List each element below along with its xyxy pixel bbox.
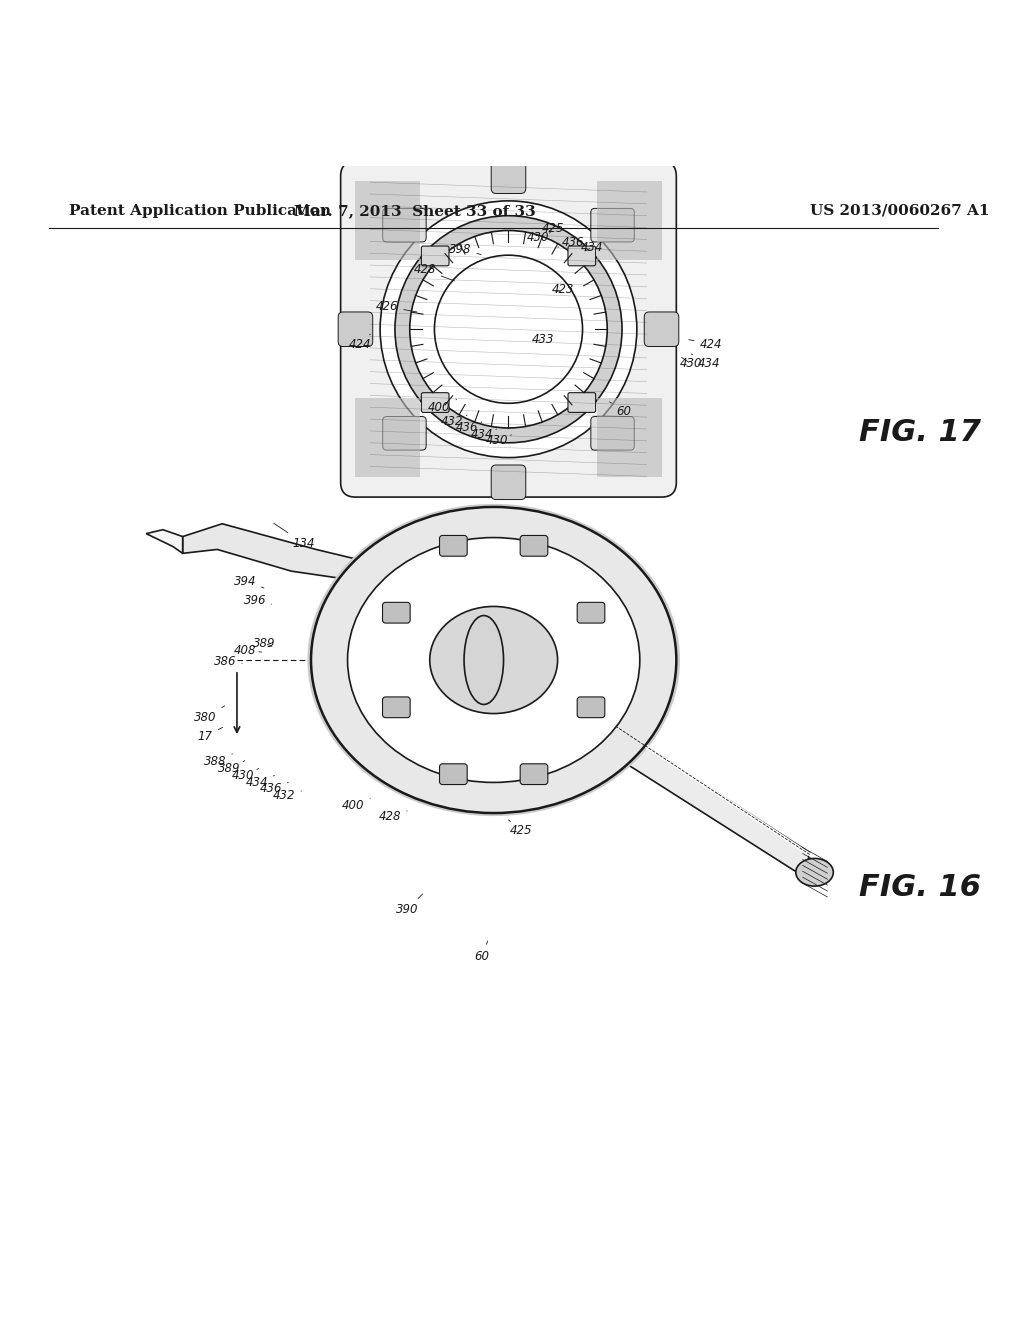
- Ellipse shape: [307, 504, 680, 816]
- Text: 428: 428: [379, 809, 408, 822]
- Text: 388: 388: [627, 648, 653, 661]
- Text: 426: 426: [527, 748, 549, 766]
- Ellipse shape: [311, 507, 676, 813]
- Text: 380: 380: [195, 706, 224, 723]
- FancyBboxPatch shape: [568, 392, 596, 412]
- Text: 17: 17: [609, 622, 634, 635]
- Circle shape: [395, 215, 622, 442]
- Text: 400: 400: [428, 400, 457, 413]
- Text: 425: 425: [542, 222, 564, 235]
- FancyBboxPatch shape: [439, 536, 467, 556]
- Text: US 2013/0060267 A1: US 2013/0060267 A1: [810, 203, 989, 218]
- FancyBboxPatch shape: [578, 697, 605, 718]
- Text: 17: 17: [198, 727, 222, 743]
- Text: Mar. 7, 2013  Sheet 33 of 33: Mar. 7, 2013 Sheet 33 of 33: [294, 203, 536, 218]
- FancyBboxPatch shape: [338, 312, 373, 347]
- Ellipse shape: [796, 858, 834, 886]
- Circle shape: [434, 255, 583, 404]
- Text: 60: 60: [474, 941, 489, 962]
- FancyBboxPatch shape: [520, 764, 548, 784]
- Text: 392: 392: [408, 554, 443, 568]
- Text: 432: 432: [273, 789, 301, 801]
- Text: 389: 389: [218, 760, 245, 775]
- Text: 436: 436: [259, 781, 289, 795]
- Text: 430: 430: [527, 231, 549, 244]
- Text: FIG. 17: FIG. 17: [859, 418, 981, 447]
- Text: 430: 430: [485, 434, 511, 447]
- Text: 430: 430: [680, 358, 702, 371]
- Bar: [597, 399, 662, 478]
- Text: 134: 134: [273, 523, 315, 550]
- Bar: [597, 181, 662, 260]
- Text: 432: 432: [441, 414, 467, 428]
- Text: 408: 408: [233, 644, 262, 656]
- Text: 398: 398: [617, 642, 643, 655]
- FancyBboxPatch shape: [492, 465, 525, 499]
- Text: 386: 386: [214, 656, 242, 668]
- FancyBboxPatch shape: [591, 417, 634, 450]
- Bar: [355, 399, 420, 478]
- FancyBboxPatch shape: [578, 602, 605, 623]
- FancyBboxPatch shape: [383, 209, 426, 242]
- Text: 389: 389: [578, 616, 604, 630]
- Text: 436: 436: [558, 236, 584, 249]
- Bar: [355, 181, 420, 260]
- Text: 60: 60: [609, 401, 632, 417]
- Ellipse shape: [464, 615, 504, 705]
- Text: 390: 390: [395, 894, 423, 916]
- Text: 394: 394: [233, 574, 264, 587]
- FancyBboxPatch shape: [591, 209, 634, 242]
- Text: 430: 430: [231, 768, 259, 781]
- Text: 424: 424: [689, 338, 722, 351]
- Text: 426: 426: [376, 300, 417, 313]
- FancyBboxPatch shape: [341, 161, 676, 498]
- Text: 434: 434: [512, 741, 535, 758]
- Polygon shape: [182, 524, 371, 579]
- Text: 408: 408: [472, 607, 495, 620]
- Circle shape: [380, 201, 637, 458]
- Text: 428: 428: [414, 264, 455, 281]
- Text: 389: 389: [253, 636, 275, 649]
- Text: FIG. 16: FIG. 16: [859, 873, 981, 902]
- Text: 382: 382: [544, 605, 566, 618]
- FancyBboxPatch shape: [520, 536, 548, 556]
- FancyBboxPatch shape: [421, 246, 449, 265]
- Text: 423: 423: [552, 284, 574, 296]
- FancyBboxPatch shape: [568, 246, 596, 265]
- FancyBboxPatch shape: [383, 417, 426, 450]
- Ellipse shape: [347, 537, 640, 783]
- Text: 400: 400: [342, 799, 371, 812]
- FancyBboxPatch shape: [439, 764, 467, 784]
- FancyBboxPatch shape: [644, 312, 679, 347]
- Text: 388: 388: [204, 754, 232, 768]
- Text: 434: 434: [691, 354, 720, 371]
- FancyBboxPatch shape: [492, 158, 525, 194]
- Text: 425: 425: [509, 820, 532, 837]
- FancyBboxPatch shape: [383, 602, 411, 623]
- Polygon shape: [146, 529, 182, 553]
- Text: 388: 388: [356, 597, 379, 610]
- Text: Patent Application Publication: Patent Application Publication: [69, 203, 331, 218]
- Text: 398: 398: [449, 243, 481, 256]
- Text: 424: 424: [349, 334, 372, 351]
- Circle shape: [410, 231, 607, 428]
- Text: 434: 434: [471, 429, 497, 441]
- FancyBboxPatch shape: [421, 392, 449, 412]
- Text: 420: 420: [542, 756, 564, 772]
- Text: 434: 434: [582, 240, 604, 253]
- Polygon shape: [534, 680, 810, 878]
- Text: 433: 433: [531, 333, 554, 346]
- Ellipse shape: [430, 606, 558, 714]
- Polygon shape: [366, 561, 513, 719]
- Text: 396: 396: [244, 594, 271, 607]
- Text: 434: 434: [246, 776, 274, 789]
- Text: 436: 436: [456, 421, 482, 434]
- Text: 420: 420: [451, 605, 473, 618]
- FancyBboxPatch shape: [383, 697, 411, 718]
